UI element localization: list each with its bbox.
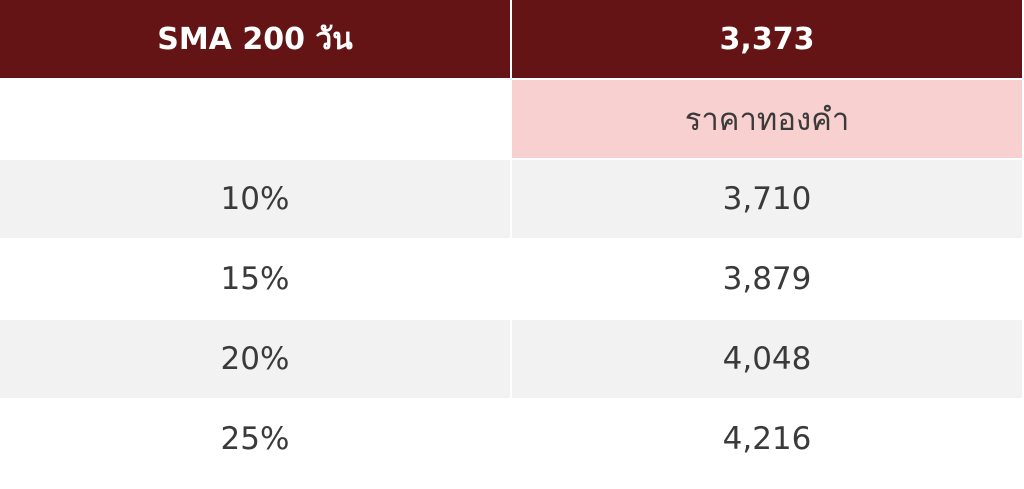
subheader: ราคาทองคำ [512,80,1022,158]
empty-cell [0,80,510,158]
table-row: 10% 3,710 [0,160,1024,238]
percent-cell: 20% [0,320,510,398]
table-row: 25% 4,216 [0,400,1024,478]
price-cell: 3,879 [722,261,812,297]
subheader-row: ราคาทองคำ [0,80,1024,158]
header-value: 3,373 [512,0,1022,78]
price-cell: 4,216 [722,421,812,457]
header-label: SMA 200 วัน [0,0,510,78]
table-row: 20% 4,048 [0,320,1024,398]
percent-cell: 15% [220,261,290,297]
price-cell: 3,710 [512,160,1022,238]
header-row: SMA 200 วัน 3,373 [0,0,1024,78]
percent-cell: 25% [220,421,290,457]
table-row: 15% 3,879 [0,240,1024,318]
percent-cell: 10% [0,160,510,238]
price-cell: 4,048 [512,320,1022,398]
